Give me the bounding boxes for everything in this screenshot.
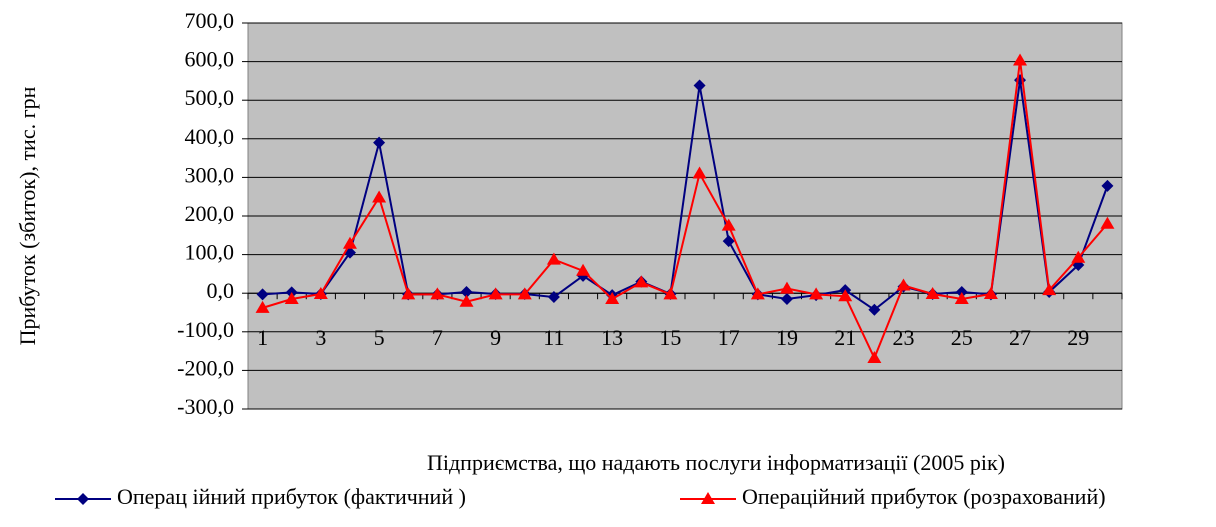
data-point (779, 281, 794, 294)
y-tick-label: -200,0 (177, 355, 234, 380)
data-point (693, 79, 706, 92)
data-point (1042, 283, 1057, 296)
data-point (255, 300, 270, 313)
data-point (896, 278, 911, 291)
y-tick-label: 200,0 (185, 201, 235, 226)
y-tick-label: 300,0 (185, 162, 235, 187)
x-tick-label: 1 (257, 325, 268, 350)
data-point (1100, 216, 1115, 229)
data-point (401, 287, 416, 300)
x-tick-label: 27 (1009, 325, 1031, 350)
data-point (780, 292, 793, 305)
data-point (284, 291, 299, 304)
legend-marker (701, 492, 715, 504)
legend-label: Операційний прибуток (розрахований) (742, 484, 1106, 509)
x-tick-label: 7 (432, 325, 443, 350)
y-tick-label: 400,0 (185, 124, 235, 149)
data-point (313, 286, 328, 299)
y-tick-label: 700,0 (185, 8, 235, 33)
data-point (459, 294, 474, 307)
y-axis-title: Прибуток (збиток), тис. грн (15, 86, 40, 345)
x-tick-label: 29 (1067, 325, 1089, 350)
x-tick-label: 17 (718, 325, 740, 350)
data-point (954, 291, 969, 304)
x-tick-label: 5 (374, 325, 385, 350)
x-tick-label: 3 (315, 325, 326, 350)
data-point (692, 166, 707, 179)
x-tick-label: 15 (659, 325, 681, 350)
x-tick-label: 21 (834, 325, 856, 350)
data-point (517, 287, 532, 300)
x-tick-label: 13 (601, 325, 623, 350)
data-point (722, 235, 735, 248)
legend-marker (77, 493, 89, 505)
data-point (1101, 179, 1114, 192)
data-point (342, 236, 357, 249)
y-tick-label: 100,0 (185, 240, 235, 265)
data-point (1013, 53, 1028, 66)
data-point (983, 286, 998, 299)
legend-label: Операц ійний прибуток (фактичний ) (117, 484, 466, 509)
y-tick-label: 500,0 (185, 85, 235, 110)
data-point (634, 275, 649, 288)
data-point (488, 287, 503, 300)
y-tick-label: 600,0 (185, 47, 235, 72)
x-tick-label: 23 (893, 325, 915, 350)
x-axis-title: Підприємства, що надають послуги інформа… (427, 450, 1005, 475)
data-point (868, 303, 881, 316)
data-point (576, 263, 591, 276)
data-point (605, 291, 620, 304)
data-point (925, 286, 940, 299)
x-tick-label: 25 (951, 325, 973, 350)
x-tick-label: 9 (490, 325, 501, 350)
data-point (547, 291, 560, 304)
series-line (262, 60, 1109, 361)
data-point (373, 136, 386, 149)
data-point (430, 287, 445, 300)
data-point (256, 288, 269, 301)
data-point (867, 351, 882, 364)
data-point (721, 218, 736, 231)
data-point (1071, 250, 1086, 263)
data-point (750, 287, 765, 300)
data-point (809, 287, 824, 300)
y-tick-label: -300,0 (177, 394, 234, 419)
data-point (838, 289, 853, 302)
data-point (546, 252, 561, 265)
x-tick-label: 11 (543, 325, 564, 350)
y-tick-label: 0,0 (207, 278, 235, 303)
data-point (663, 287, 678, 300)
data-point (372, 190, 387, 203)
y-tick-label: -100,0 (177, 317, 234, 342)
x-tick-label: 19 (776, 325, 798, 350)
data-point (460, 286, 473, 299)
